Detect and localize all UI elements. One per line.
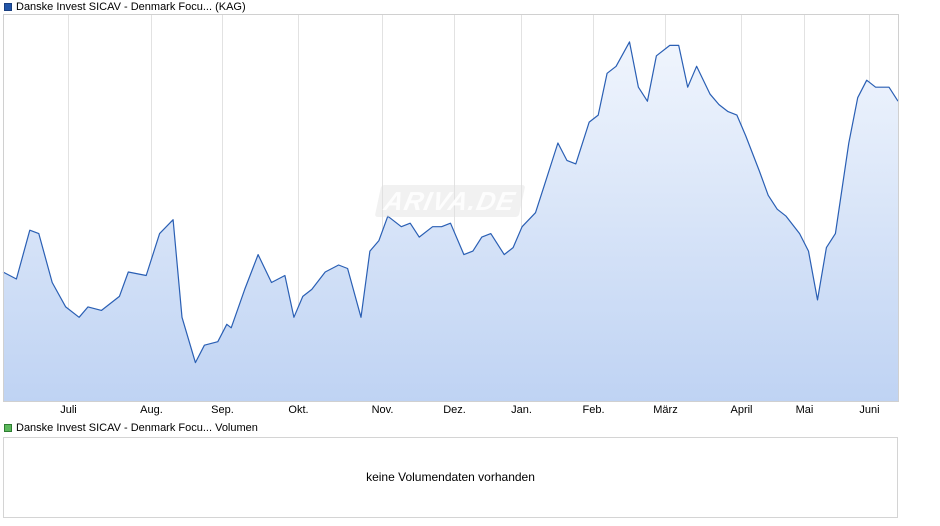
x-tick-label: Jan. [511, 404, 532, 416]
x-tick-label: Juli [60, 404, 77, 416]
watermark-logo: ARIVA.DE [374, 185, 526, 217]
volume-legend-label: Danske Invest SICAV - Denmark Focu... Vo… [16, 422, 258, 434]
volume-panel: keine Volumendaten vorhanden [3, 437, 898, 518]
x-tick-label: April [730, 404, 752, 416]
volume-empty-message: keine Volumendaten vorhanden [366, 470, 535, 484]
x-tick-label: Aug. [140, 404, 163, 416]
x-tick-label: Juni [859, 404, 879, 416]
volume-legend: Danske Invest SICAV - Denmark Focu... Vo… [4, 421, 258, 435]
x-tick-label: Feb. [582, 404, 604, 416]
x-tick-label: Okt. [288, 404, 308, 416]
price-area-fill [3, 41, 898, 402]
price-legend-label: Danske Invest SICAV - Denmark Focu... (K… [16, 1, 246, 13]
price-series-line [2, 41, 899, 364]
price-legend-swatch [4, 3, 12, 11]
x-tick-label: Nov. [372, 404, 394, 416]
volume-legend-swatch [4, 424, 12, 432]
price-legend: Danske Invest SICAV - Denmark Focu... (K… [4, 0, 246, 14]
plot-frame [3, 14, 899, 402]
x-tick-label: Mai [796, 404, 814, 416]
x-tick-label: Sep. [211, 404, 234, 416]
watermark-text: ARIVA.DE [381, 186, 519, 216]
x-tick-label: Dez. [443, 404, 466, 416]
x-tick-label: März [653, 404, 677, 416]
